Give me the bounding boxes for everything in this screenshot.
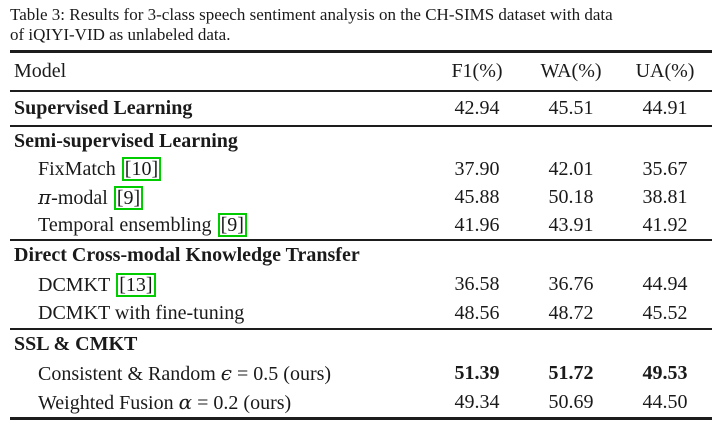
section-header-dcmkt: Direct Cross-modal Knowledge Transfer <box>10 241 712 270</box>
section-rule <box>10 328 712 330</box>
ua-value: 44.50 <box>642 391 688 413</box>
ua-value-best: 49.53 <box>642 362 688 384</box>
col-header-ua: UA(%) <box>635 60 695 82</box>
citation-link[interactable]: [10] <box>121 157 162 181</box>
table-row-temporal-ensembling: Temporal ensembling [9] 41.96 43.91 41.92 <box>10 211 712 239</box>
ua-value: 44.91 <box>642 97 688 119</box>
ua-value: 45.52 <box>642 302 688 324</box>
header-rule <box>10 90 712 92</box>
col-header-f1: F1(%) <box>451 60 503 82</box>
table-row-dcmkt: DCMKT [13] 36.58 36.76 44.94 <box>10 270 712 299</box>
table-row-dcmkt-finetuning: DCMKT with fine-tuning 48.56 48.72 45.52 <box>10 299 712 328</box>
f1-value: 36.58 <box>454 273 500 295</box>
bottom-rule <box>10 417 712 420</box>
row-label-weighted-fusion: Weighted Fusion α = 0.2 (ours) <box>38 390 292 414</box>
section-header-semi-supervised: Semi-supervised Learning <box>10 127 712 155</box>
table-row-consistent-random: Consistent & Random ϵ = 0.5 (ours) 51.39… <box>10 359 712 388</box>
row-label-pi-modal: π-modal [9] <box>10 185 430 210</box>
wa-value: 50.69 <box>548 391 594 413</box>
row-label-temporal: Temporal ensembling [9] <box>10 213 430 237</box>
section-label: Direct Cross-modal Knowledge Transfer <box>14 244 360 266</box>
ua-value: 38.81 <box>642 185 688 208</box>
alpha-symbol: α <box>178 390 193 414</box>
row-label-fixmatch: FixMatch [10] <box>10 157 430 181</box>
section-label: Semi-supervised Learning <box>14 129 238 152</box>
row-label-dcmkt-ft: DCMKT with fine-tuning <box>38 302 245 324</box>
f1-value: 37.90 <box>454 157 500 180</box>
wa-value: 48.72 <box>548 302 594 324</box>
caption-line-2: of iQIYI-VID as unlabeled data. <box>10 25 231 44</box>
wa-value: 36.76 <box>548 273 594 295</box>
top-rule <box>10 50 712 53</box>
col-header-model: Model <box>14 60 67 82</box>
ua-value: 41.92 <box>642 213 688 236</box>
wa-value-best: 51.72 <box>548 362 594 384</box>
f1-value: 41.96 <box>454 213 500 236</box>
caption-line-1: Table 3: Results for 3-class speech sent… <box>10 5 613 24</box>
col-header-wa: WA(%) <box>540 60 602 82</box>
epsilon-symbol: ϵ <box>220 361 232 385</box>
row-label-dcmkt: DCMKT [13] <box>10 272 430 297</box>
f1-value-best: 51.39 <box>454 362 500 384</box>
results-table: Model F1(%) WA(%) UA(%) Supervised Learn… <box>10 50 712 420</box>
f1-value: 45.88 <box>454 185 500 208</box>
f1-value: 48.56 <box>454 302 500 324</box>
ua-value: 44.94 <box>642 273 688 295</box>
citation-link[interactable]: [13] <box>116 272 156 297</box>
table-row-pi-modal: π-modal [9] 45.88 50.18 38.81 <box>10 183 712 211</box>
wa-value: 50.18 <box>548 185 594 208</box>
table-header-row: Model F1(%) WA(%) UA(%) <box>10 53 712 90</box>
table-row-supervised: Supervised Learning 42.94 45.51 44.91 <box>10 92 712 125</box>
f1-value: 49.34 <box>454 391 500 413</box>
section-header-ssl-cmkt: SSL & CMKT <box>10 330 712 359</box>
row-label-consistent-random: Consistent & Random ϵ = 0.5 (ours) <box>38 361 332 385</box>
citation-link[interactable]: [9] <box>113 185 144 210</box>
citation-link[interactable]: [9] <box>217 213 247 237</box>
table-row-weighted-fusion: Weighted Fusion α = 0.2 (ours) 49.34 50.… <box>10 388 712 417</box>
pi-symbol: π <box>38 184 52 209</box>
row-label-supervised: Supervised Learning <box>14 97 193 119</box>
table-caption: Table 3: Results for 3-class speech sent… <box>10 5 712 45</box>
section-label: SSL & CMKT <box>14 333 138 355</box>
section-rule <box>10 125 712 127</box>
wa-value: 42.01 <box>548 157 594 180</box>
wa-value: 43.91 <box>548 213 594 236</box>
section-rule <box>10 239 712 241</box>
ua-value: 35.67 <box>642 157 688 180</box>
table-row-fixmatch: FixMatch [10] 37.90 42.01 35.67 <box>10 155 712 183</box>
wa-value: 45.51 <box>548 97 594 119</box>
f1-value: 42.94 <box>454 97 500 119</box>
